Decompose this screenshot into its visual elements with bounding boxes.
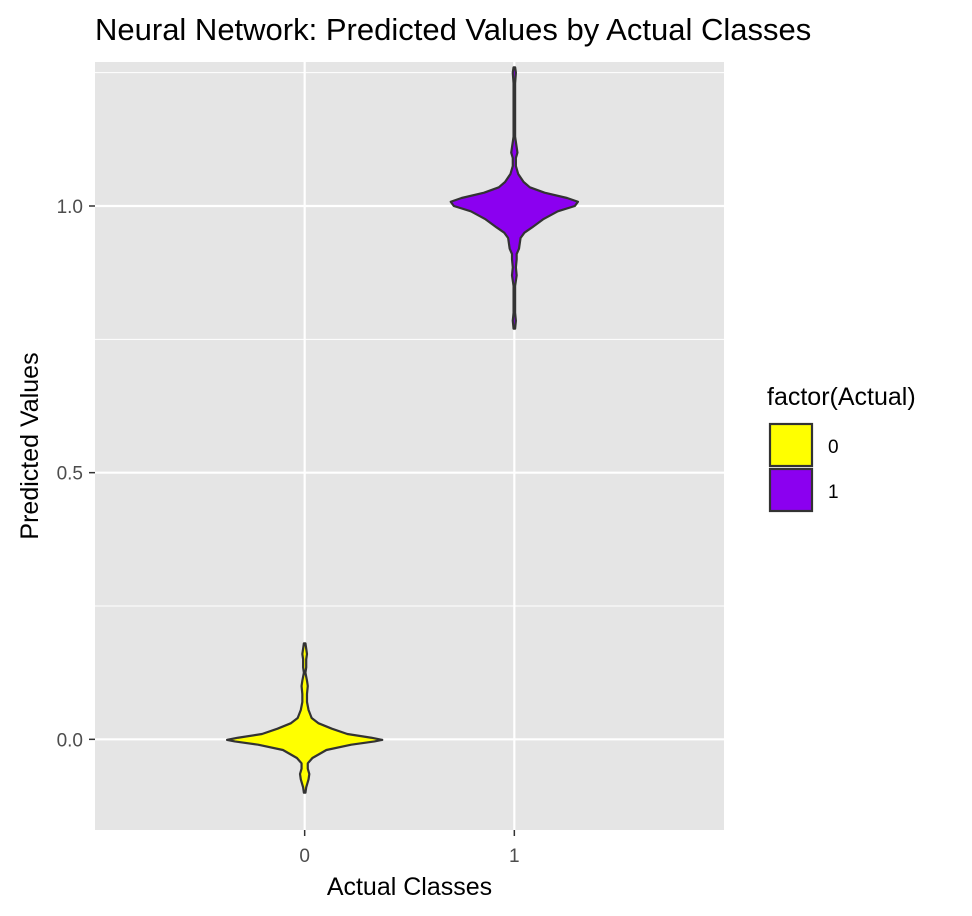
x-axis-title: Actual Classes xyxy=(327,873,492,901)
y-tick-label: 1.0 xyxy=(57,197,83,218)
plot-panel xyxy=(95,62,724,830)
legend-key-1 xyxy=(768,467,814,513)
y-axis-title: Predicted Values xyxy=(16,352,44,539)
x-tick-label: 1 xyxy=(509,846,520,867)
grid-lines xyxy=(95,62,724,830)
violin-class-1 xyxy=(449,66,580,330)
y-tick-label: 0.0 xyxy=(57,730,83,751)
legend-key-0 xyxy=(768,422,814,468)
legend-label-0: 0 xyxy=(828,437,839,458)
legend: factor(Actual) 0 1 xyxy=(767,383,916,513)
violin-class-0 xyxy=(225,642,384,794)
y-tick-label: 0.5 xyxy=(57,464,83,485)
legend-title: factor(Actual) xyxy=(767,383,916,411)
violins xyxy=(225,66,580,794)
y-axis: 0.0 0.5 1.0 xyxy=(57,197,95,751)
x-tick-label: 0 xyxy=(299,846,310,867)
chart-title: Neural Network: Predicted Values by Actu… xyxy=(95,12,811,47)
legend-label-1: 1 xyxy=(828,482,839,503)
